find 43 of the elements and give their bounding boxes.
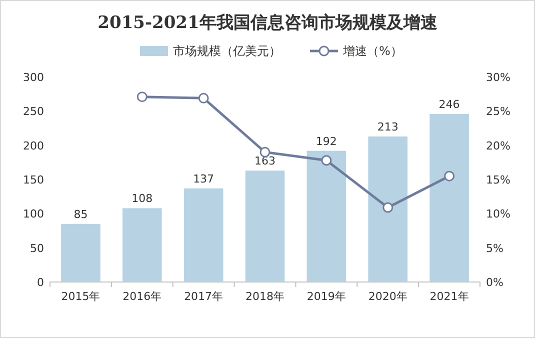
data-label: 163 (254, 154, 276, 168)
data-label: 192 (316, 134, 337, 148)
data-label: 246 (438, 98, 460, 111)
y-tick-label: 50 (30, 242, 44, 255)
chart-title: 2015-2021年我国信息咨询市场规模及增速 (98, 13, 438, 33)
y2-tick-label: 20% (486, 139, 510, 152)
bar (245, 170, 285, 282)
bar (306, 150, 346, 282)
y2-tick-label: 10% (486, 208, 510, 221)
point (321, 155, 332, 166)
point (382, 202, 394, 213)
x-tick-label: 2015年 (61, 290, 100, 303)
y-tick-label: 200 (23, 139, 44, 152)
x-tick-label: 2018年 (246, 290, 284, 303)
data-label: 108 (132, 192, 153, 206)
bar (430, 114, 469, 282)
y2-tick-label: 15% (486, 174, 510, 186)
y2-tick-label: 5% (486, 242, 504, 255)
data-label: 213 (377, 120, 398, 134)
y2-tick-label: 0% (486, 276, 504, 289)
data-label: 85 (74, 208, 88, 221)
y2-tick-label: 30% (486, 71, 510, 84)
x-tick-label: 2019年 (306, 290, 346, 303)
bar (368, 136, 408, 282)
y2-tick-label: 25% (486, 105, 510, 118)
y-tick-label: 100 (23, 208, 44, 221)
y-tick-label: 250 (23, 105, 44, 118)
x-tick-label: 2020年 (368, 290, 408, 303)
point (136, 92, 148, 102)
point (444, 170, 455, 182)
bar (122, 208, 162, 282)
bar (61, 224, 100, 282)
y-tick-label: 300 (23, 71, 44, 84)
x-tick-label: 2021年 (430, 290, 469, 303)
legend-label: 增速（%） (342, 44, 402, 58)
y-tick-label: 150 (23, 174, 44, 186)
x-tick-label: 2016年 (122, 290, 162, 303)
y-tick-label: 0 (37, 276, 44, 289)
legend-label: 市场规模（亿美元） (173, 44, 281, 58)
bar (184, 188, 224, 282)
x-tick-label: 2017年 (184, 290, 224, 303)
data-label: 137 (193, 172, 214, 186)
point (198, 92, 209, 104)
